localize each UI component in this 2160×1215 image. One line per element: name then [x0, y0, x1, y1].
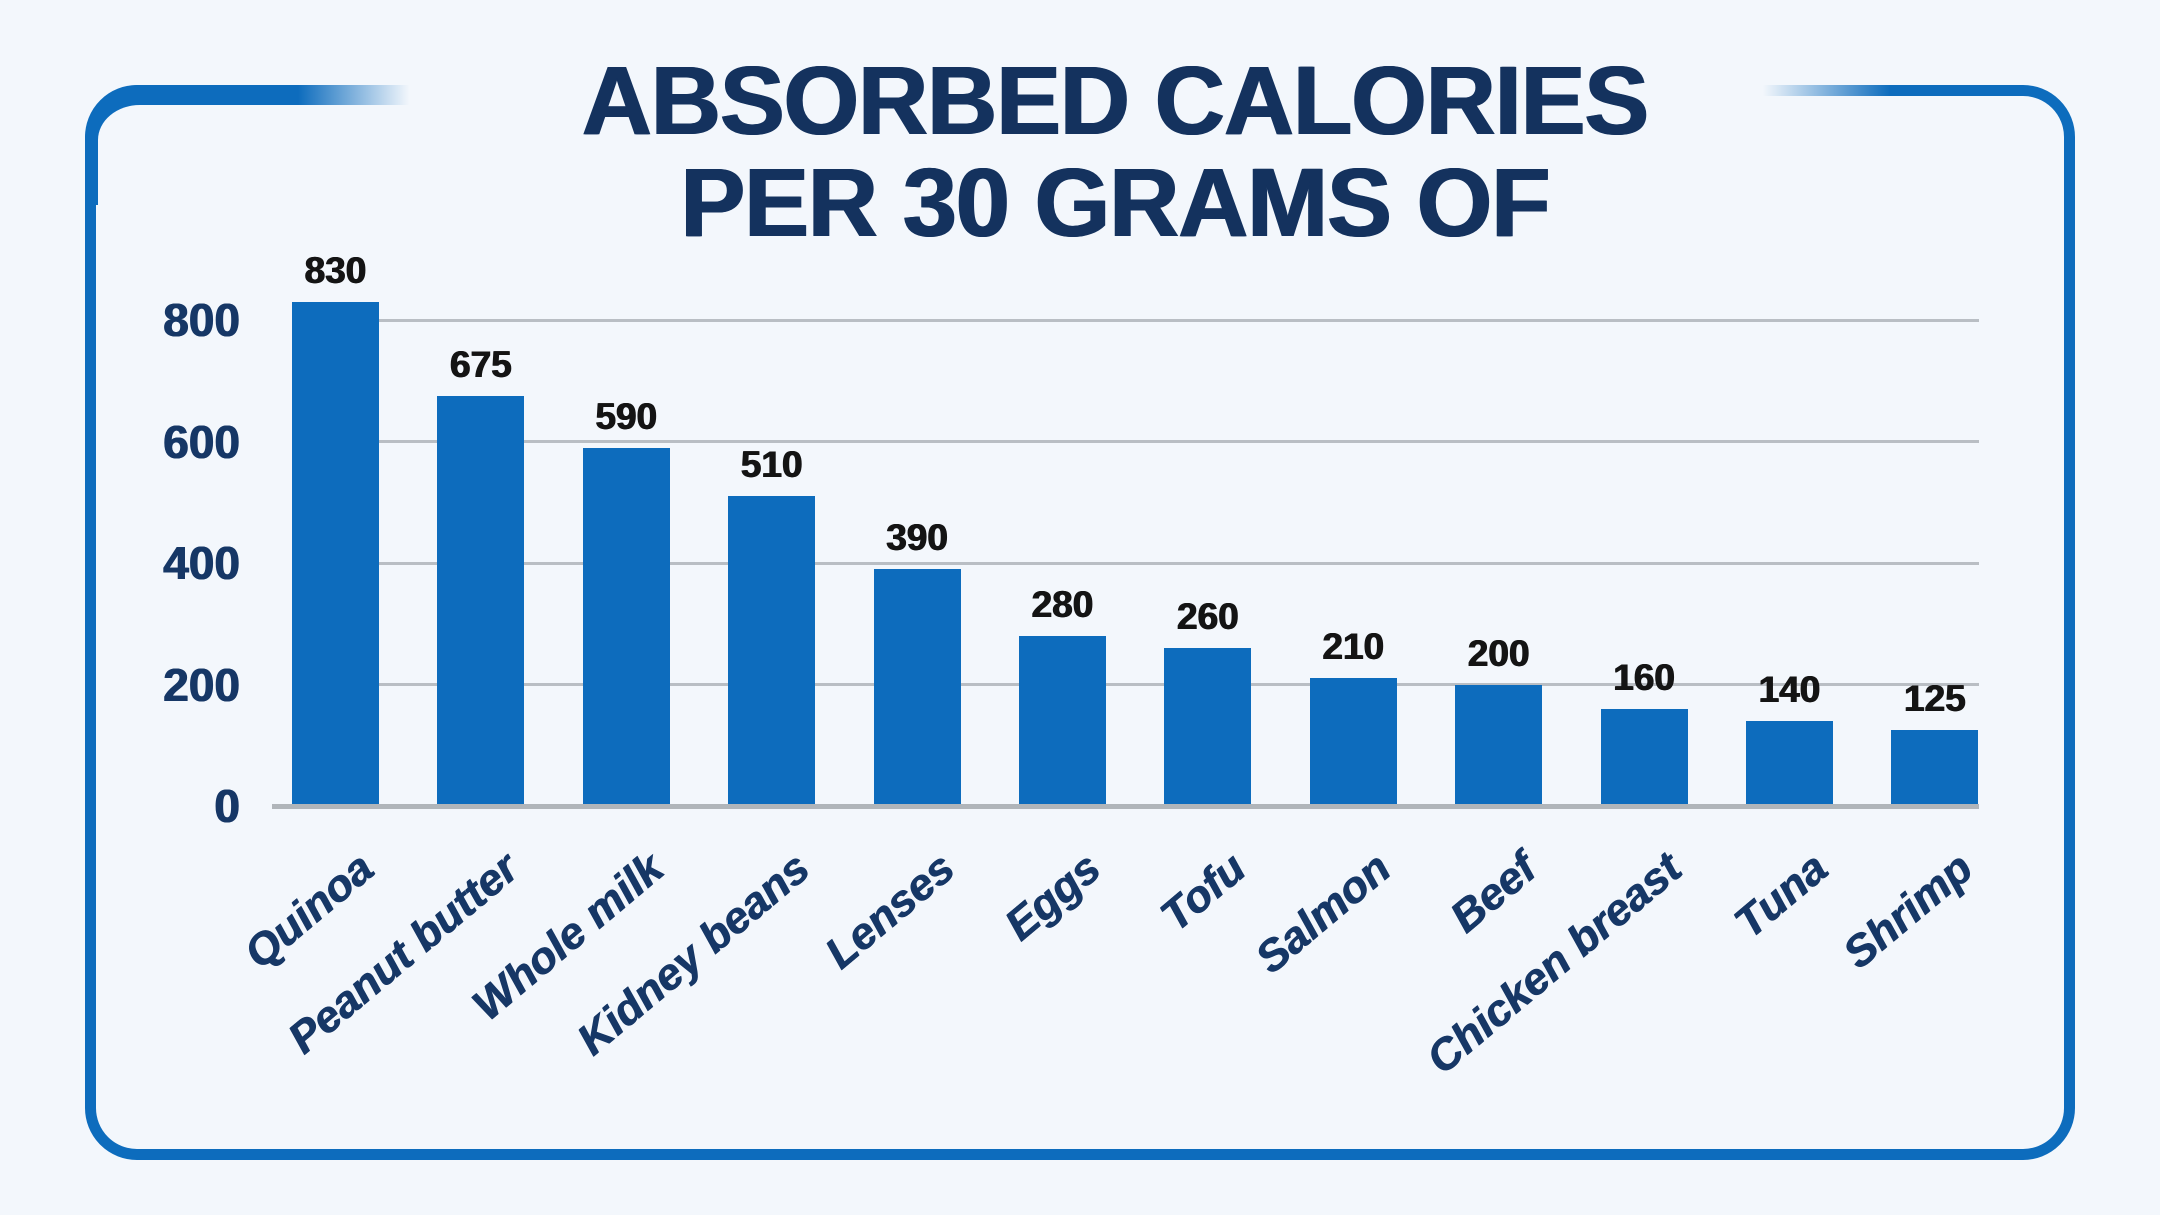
value-label-peanut-butter: 675: [450, 343, 512, 385]
value-label-whole-milk: 590: [595, 395, 658, 437]
bar-shrimp: [1891, 730, 1979, 806]
value-label-tofu: 260: [1177, 596, 1239, 638]
bar-salmon: [1309, 678, 1397, 806]
y-axis-tick-600: 600: [163, 415, 240, 468]
y-axis-tick-800: 800: [163, 294, 240, 346]
value-label-eggs: 280: [1031, 583, 1094, 625]
value-label-beef: 200: [1467, 632, 1530, 674]
y-axis-tick-400: 400: [163, 537, 240, 589]
y-axis-tick-200: 200: [163, 658, 240, 711]
bar-lenses: [873, 569, 961, 806]
bar-chicken-breast: [1600, 708, 1688, 806]
value-label-kidney-beans: 510: [740, 444, 803, 486]
bar-kidney-beans: [728, 496, 816, 806]
value-label-chicken-breast: 160: [1613, 656, 1675, 698]
bar-beef: [1455, 684, 1543, 806]
bar-tuna: [1746, 720, 1833, 806]
chart-title-line2: PER 30 GRAMS OF: [680, 147, 1551, 257]
bar-eggs: [1019, 635, 1106, 806]
value-label-shrimp: 125: [1904, 678, 1966, 720]
value-label-quinoa: 830: [304, 249, 367, 291]
gridline-600: [292, 440, 1979, 443]
y-axis-tick-0: 0: [214, 780, 240, 832]
bar-peanut-butter: [437, 395, 525, 806]
x-axis-line: [272, 804, 1979, 809]
bar-whole-milk: [582, 447, 670, 806]
chart-title-line1: ABSORBED CALORIES: [581, 46, 1649, 155]
bar-quinoa: [292, 301, 379, 806]
value-label-tuna: 140: [1758, 668, 1821, 710]
gridline-400: [292, 561, 1979, 565]
chart-title: ABSORBED CALORIES PER 30 GRAMS OF: [0, 50, 2160, 254]
gridline-200: [292, 683, 1979, 686]
value-label-lenses: 390: [886, 517, 948, 559]
gridline-800: [292, 318, 1979, 322]
border-fade-strip: [298, 78, 1890, 112]
value-label-salmon: 210: [1322, 626, 1385, 668]
bar-tofu: [1164, 648, 1252, 806]
